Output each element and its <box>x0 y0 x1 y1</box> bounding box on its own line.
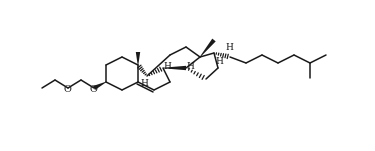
Polygon shape <box>163 66 186 70</box>
Polygon shape <box>136 52 140 65</box>
Text: H: H <box>225 43 233 52</box>
Polygon shape <box>93 82 106 90</box>
Text: H: H <box>186 62 194 71</box>
Text: H: H <box>163 62 171 71</box>
Text: H: H <box>215 57 223 66</box>
Text: O: O <box>63 85 71 95</box>
Text: H: H <box>140 79 148 88</box>
Text: O: O <box>89 85 97 95</box>
Polygon shape <box>200 39 216 57</box>
